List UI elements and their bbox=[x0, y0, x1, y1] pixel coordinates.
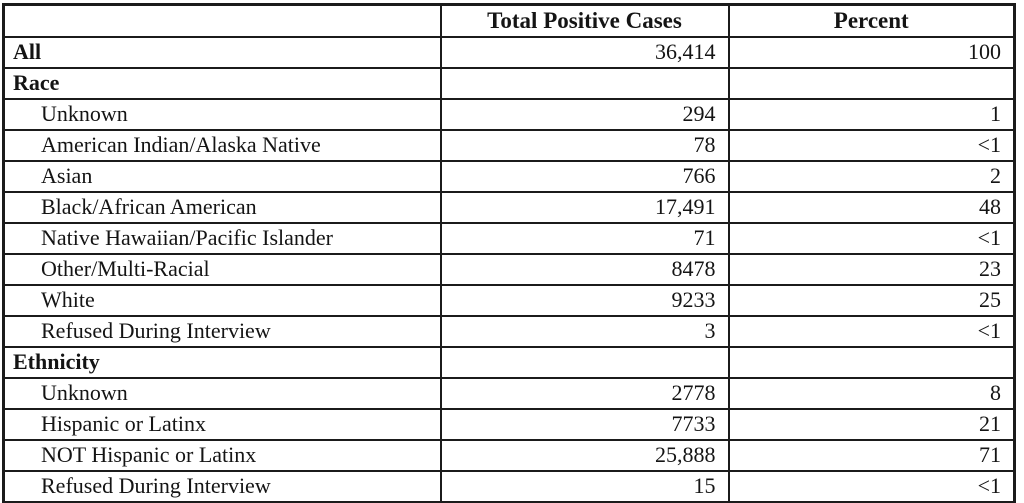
table-row-white: White 9233 25 bbox=[2, 284, 1016, 317]
row-cases: 294 bbox=[439, 98, 730, 131]
table-row-race-section: Race bbox=[2, 67, 1016, 100]
row-percent: 48 bbox=[727, 191, 1016, 224]
row-label: Ethnicity bbox=[2, 346, 442, 379]
row-percent: <1 bbox=[727, 470, 1016, 503]
row-cases: 78 bbox=[439, 129, 730, 162]
row-cases bbox=[439, 346, 730, 379]
row-cases: 3 bbox=[439, 315, 730, 348]
table-row-black-african-american: Black/African American 17,491 48 bbox=[2, 191, 1016, 224]
row-cases: 25,888 bbox=[439, 439, 730, 472]
row-cases: 2778 bbox=[439, 377, 730, 410]
row-cases: 17,491 bbox=[439, 191, 730, 224]
row-label: Black/African American bbox=[2, 191, 442, 224]
row-cases: 71 bbox=[439, 222, 730, 255]
table-row-american-indian-alaska-native: American Indian/Alaska Native 78 <1 bbox=[2, 129, 1016, 162]
row-label: Hispanic or Latinx bbox=[2, 408, 442, 441]
row-cases: 15 bbox=[439, 470, 730, 503]
row-label: Other/Multi-Racial bbox=[2, 253, 442, 286]
row-label: NOT Hispanic or Latinx bbox=[2, 439, 442, 472]
table-row-ethnicity-section: Ethnicity bbox=[2, 346, 1016, 379]
table-row-hispanic-or-latinx: Hispanic or Latinx 7733 21 bbox=[2, 408, 1016, 441]
header-blank-cell bbox=[2, 3, 442, 38]
row-cases: 8478 bbox=[439, 253, 730, 286]
table-row-ethnicity-refused-during-interview: Refused During Interview 15 <1 bbox=[2, 470, 1016, 503]
row-percent: <1 bbox=[727, 315, 1016, 348]
table-row-ethnicity-unknown: Unknown 2778 8 bbox=[2, 377, 1016, 410]
row-percent: <1 bbox=[727, 129, 1016, 162]
row-percent: 23 bbox=[727, 253, 1016, 286]
row-percent: 71 bbox=[727, 439, 1016, 472]
positive-cases-by-race-ethnicity-table: Total Positive Cases Percent All 36,414 … bbox=[2, 3, 1016, 503]
table-row-all: All 36,414 100 bbox=[2, 36, 1016, 69]
row-label: American Indian/Alaska Native bbox=[2, 129, 442, 162]
row-percent: 25 bbox=[727, 284, 1016, 317]
row-label: All bbox=[2, 36, 442, 69]
row-percent bbox=[727, 346, 1016, 379]
row-percent: 2 bbox=[727, 160, 1016, 193]
row-label: Race bbox=[2, 67, 442, 100]
row-cases: 9233 bbox=[439, 284, 730, 317]
row-label: Unknown bbox=[2, 98, 442, 131]
row-percent: 100 bbox=[727, 36, 1016, 69]
table-row-other-multi-racial: Other/Multi-Racial 8478 23 bbox=[2, 253, 1016, 286]
row-cases bbox=[439, 67, 730, 100]
header-percent: Percent bbox=[727, 3, 1016, 38]
row-label: White bbox=[2, 284, 442, 317]
table-row-native-hawaiian-pacific-islander: Native Hawaiian/Pacific Islander 71 <1 bbox=[2, 222, 1016, 255]
row-label: Refused During Interview bbox=[2, 470, 442, 503]
table-header-row: Total Positive Cases Percent bbox=[2, 3, 1016, 38]
row-percent: <1 bbox=[727, 222, 1016, 255]
table-row-not-hispanic-or-latinx: NOT Hispanic or Latinx 25,888 71 bbox=[2, 439, 1016, 472]
row-label: Unknown bbox=[2, 377, 442, 410]
row-label: Native Hawaiian/Pacific Islander bbox=[2, 222, 442, 255]
header-total-positive-cases: Total Positive Cases bbox=[439, 3, 730, 38]
row-percent: 21 bbox=[727, 408, 1016, 441]
row-cases: 36,414 bbox=[439, 36, 730, 69]
row-cases: 7733 bbox=[439, 408, 730, 441]
row-cases: 766 bbox=[439, 160, 730, 193]
table-row-race-refused-during-interview: Refused During Interview 3 <1 bbox=[2, 315, 1016, 348]
row-percent bbox=[727, 67, 1016, 100]
row-label: Asian bbox=[2, 160, 442, 193]
row-percent: 8 bbox=[727, 377, 1016, 410]
row-percent: 1 bbox=[727, 98, 1016, 131]
table-row-asian: Asian 766 2 bbox=[2, 160, 1016, 193]
table-row-race-unknown: Unknown 294 1 bbox=[2, 98, 1016, 131]
row-label: Refused During Interview bbox=[2, 315, 442, 348]
